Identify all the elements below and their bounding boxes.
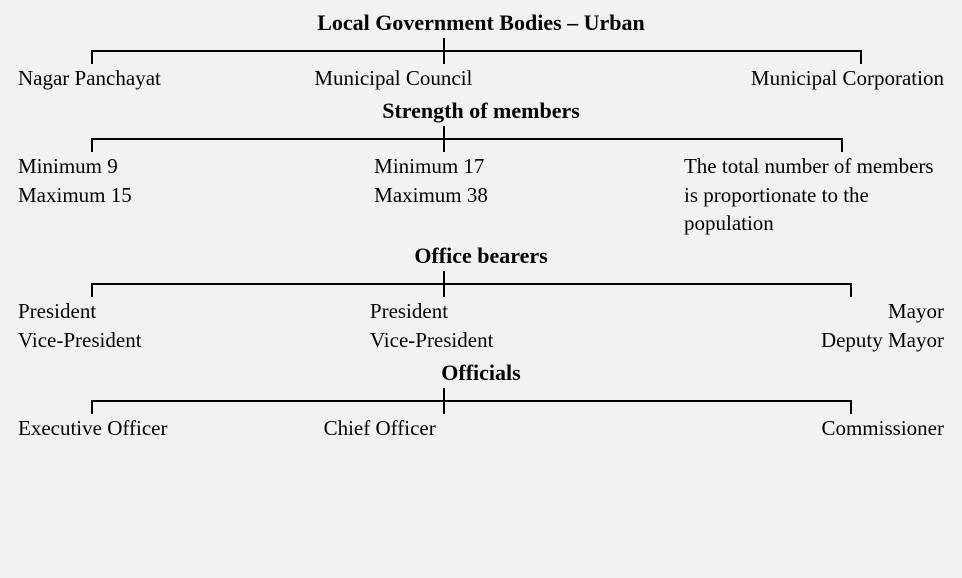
bracket-connector: [18, 271, 944, 297]
row: President Vice-President President Vice-…: [18, 297, 944, 354]
cell-text: Minimum 9: [18, 152, 342, 180]
cell-text: Municipal Council: [314, 64, 620, 92]
cell-text: Nagar Panchayat: [18, 64, 314, 92]
cell-text: President: [18, 297, 370, 325]
section-office-bearers: Office bearers President Vice-President …: [18, 243, 944, 354]
cell-text: Vice-President: [18, 326, 370, 354]
col-strength-2: Minimum 17 Maximum 38: [374, 152, 652, 237]
col-nagar-panchayat: Nagar Panchayat: [18, 64, 314, 92]
section-strength: Strength of members Minimum 9 Maximum 15…: [18, 98, 944, 237]
col-office-3: Mayor Deputy Mayor: [685, 297, 944, 354]
cell-text: Maximum 38: [374, 181, 652, 209]
section-title: Office bearers: [18, 243, 944, 269]
col-officials-2: Chief Officer: [324, 414, 657, 442]
diagram-root: Local Government Bodies – Urban Nagar Pa…: [0, 0, 962, 578]
cell-text: Vice-President: [370, 326, 685, 354]
section-title: Strength of members: [18, 98, 944, 124]
col-office-2: President Vice-President: [370, 297, 685, 354]
bracket-connector: [18, 126, 944, 152]
col-strength-3: The total number of members is proportio…: [684, 152, 944, 237]
cell-text: The total number of members is proportio…: [684, 152, 944, 237]
row: Minimum 9 Maximum 15 Minimum 17 Maximum …: [18, 152, 944, 237]
section-title: Officials: [18, 360, 944, 386]
col-officials-1: Executive Officer: [18, 414, 324, 442]
row: Nagar Panchayat Municipal Council Munici…: [18, 64, 944, 92]
col-municipal-corporation: Municipal Corporation: [620, 64, 944, 92]
col-municipal-council: Municipal Council: [314, 64, 620, 92]
section-title: Local Government Bodies – Urban: [18, 10, 944, 36]
row: Executive Officer Chief Officer Commissi…: [18, 414, 944, 442]
col-officials-3: Commissioner: [657, 414, 944, 442]
cell-text: President: [370, 297, 685, 325]
bracket-connector: [18, 38, 944, 64]
col-strength-1: Minimum 9 Maximum 15: [18, 152, 342, 237]
cell-text: Executive Officer: [18, 414, 324, 442]
cell-text: Minimum 17: [374, 152, 652, 180]
cell-text: Commissioner: [821, 414, 944, 442]
cell-text: Deputy Mayor: [821, 326, 944, 354]
cell-text: Chief Officer: [324, 414, 657, 442]
section-officials: Officials Executive Officer Chief Office…: [18, 360, 944, 442]
section-bodies: Local Government Bodies – Urban Nagar Pa…: [18, 10, 944, 92]
cell-text: Maximum 15: [18, 181, 342, 209]
cell-text: Mayor: [888, 297, 944, 325]
bracket-connector: [18, 388, 944, 414]
col-office-1: President Vice-President: [18, 297, 370, 354]
cell-text: Municipal Corporation: [751, 64, 944, 92]
